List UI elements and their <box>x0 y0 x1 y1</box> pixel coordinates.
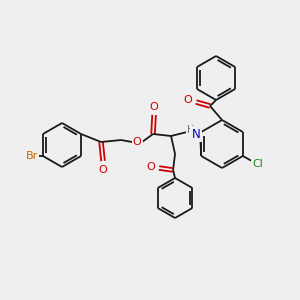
Text: O: O <box>150 102 158 112</box>
Text: Cl: Cl <box>252 159 263 169</box>
Text: N: N <box>192 128 200 140</box>
Text: O: O <box>184 95 192 105</box>
Text: O: O <box>99 165 107 175</box>
Text: O: O <box>147 162 155 172</box>
Text: O: O <box>133 137 141 147</box>
Text: H: H <box>188 125 195 135</box>
Text: Br: Br <box>26 151 38 161</box>
